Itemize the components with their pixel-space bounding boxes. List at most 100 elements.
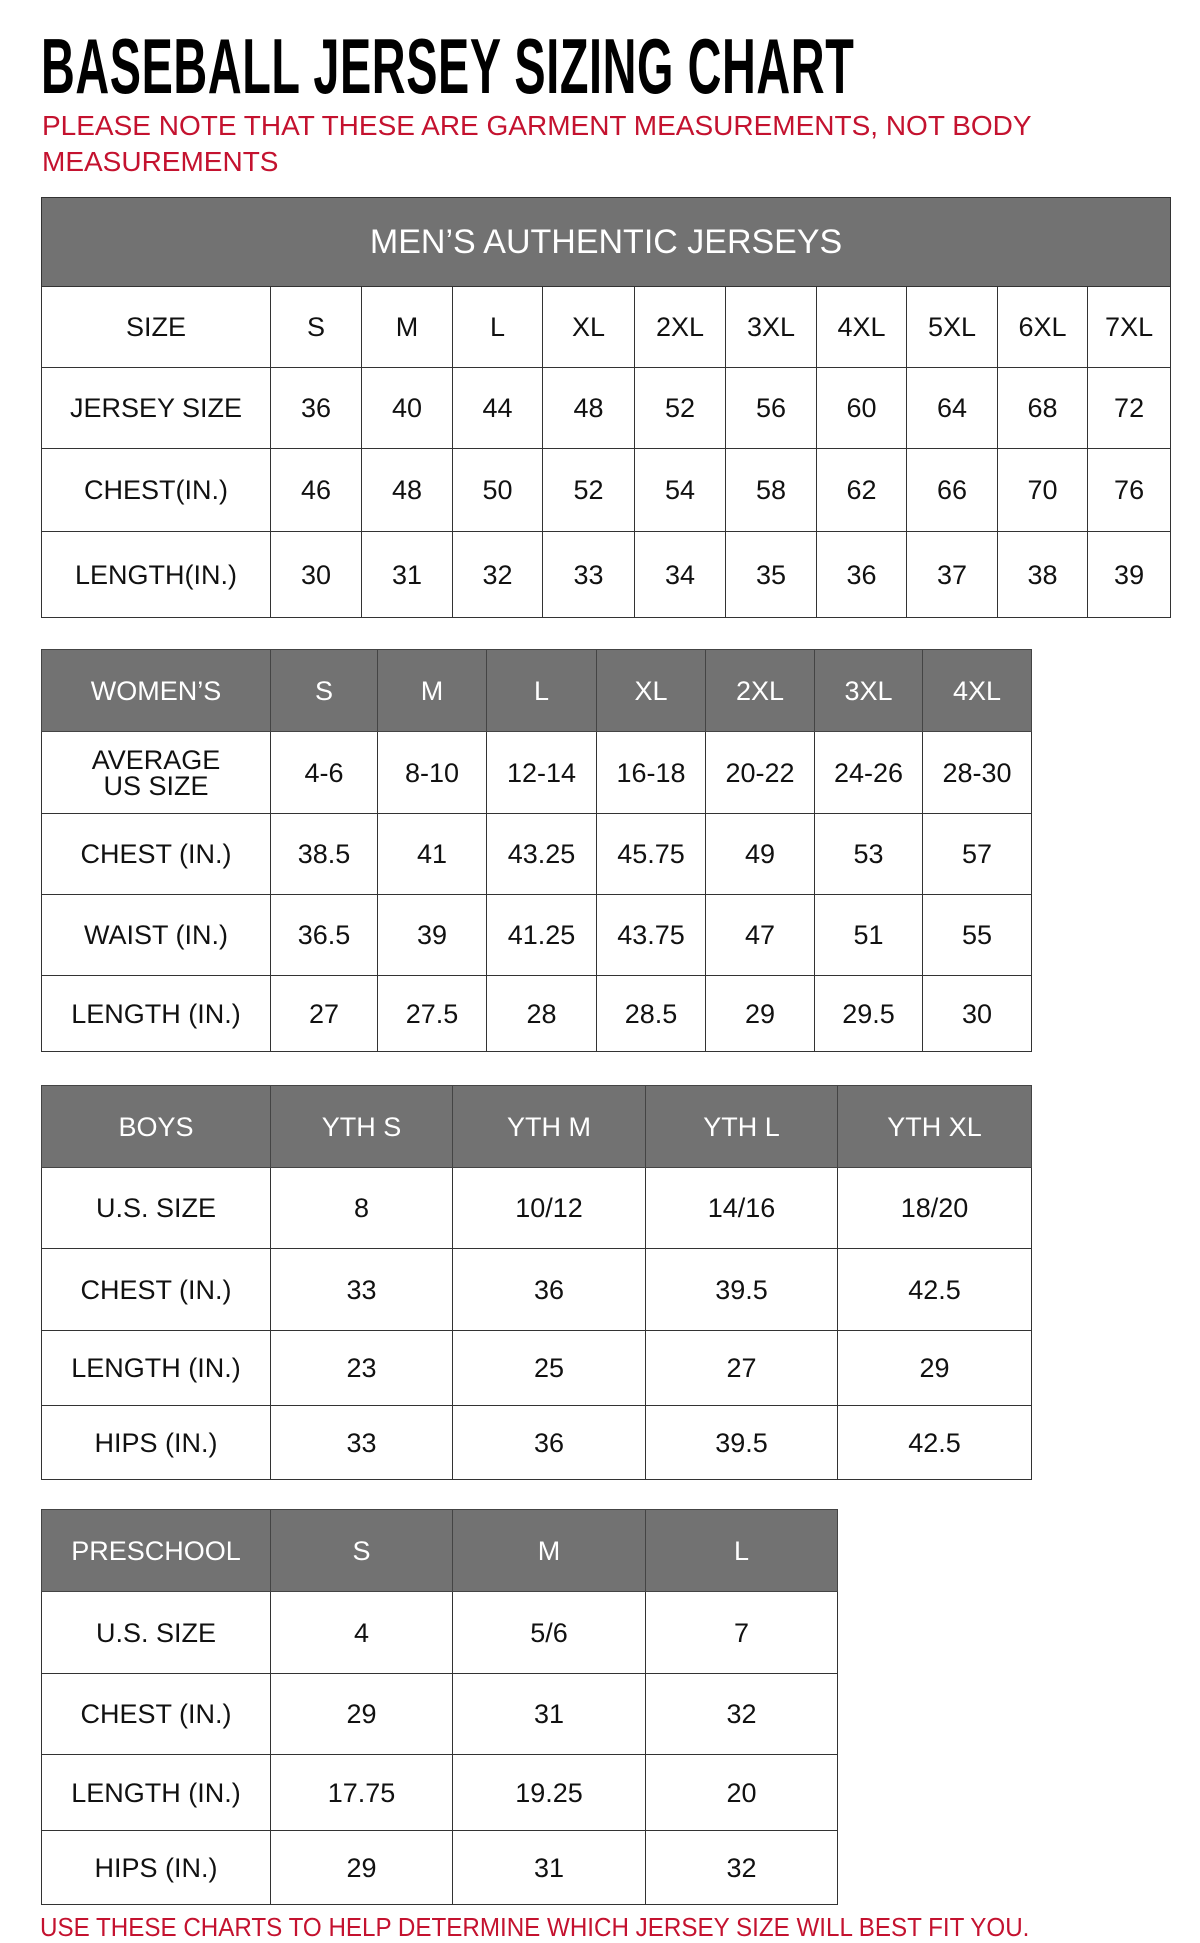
value-cell: 76 xyxy=(1086,448,1172,532)
value-cell: 27 xyxy=(645,1330,838,1406)
value-cell: 35 xyxy=(725,531,817,618)
value-cell: 19.25 xyxy=(452,1754,646,1831)
preschool-size-table: PRESCHOOL S M L U.S. SIZE 4 5/6 7 CHEST (IN.) 29 3… xyxy=(41,1509,838,1905)
value-cell: 53 xyxy=(814,813,923,895)
value-cell: 39 xyxy=(377,894,487,976)
value-cell: 31 xyxy=(452,1830,646,1905)
value-cell: 48 xyxy=(361,448,453,532)
value-cell: 33 xyxy=(270,1248,453,1331)
value-cell: 30 xyxy=(922,975,1032,1052)
value-cell: 66 xyxy=(906,448,998,532)
value-cell: 12-14 xyxy=(486,731,597,814)
size-header-cell: S xyxy=(270,649,378,732)
size-header-cell: L xyxy=(486,649,597,732)
value-cell: 47 xyxy=(705,894,815,976)
value-cell: 4-6 xyxy=(270,731,378,814)
value-cell: 41 xyxy=(377,813,487,895)
value-cell: 24-26 xyxy=(814,731,923,814)
size-header-cell: 3XL xyxy=(814,649,923,732)
header-label: SIZE xyxy=(41,286,271,368)
row-label: WAIST (IN.) xyxy=(41,894,271,976)
value-cell: 23 xyxy=(270,1330,453,1406)
table-row: LENGTH(IN.) 30 31 32 33 34 35 36 37 38 39 xyxy=(41,531,1172,618)
value-cell: 32 xyxy=(645,1830,838,1905)
header-row: SIZE S M L XL 2XL 3XL 4XL 5XL 6XL 7XL xyxy=(41,286,1172,368)
value-cell: 42.5 xyxy=(837,1405,1032,1480)
size-header-cell: 2XL xyxy=(705,649,815,732)
value-cell: 27.5 xyxy=(377,975,487,1052)
table-row: CHEST (IN.) 33 36 39.5 42.5 xyxy=(41,1248,1032,1331)
row-label: CHEST (IN.) xyxy=(41,813,271,895)
value-cell: 31 xyxy=(452,1673,646,1755)
row-label: HIPS (IN.) xyxy=(41,1830,271,1905)
value-cell: 72 xyxy=(1086,367,1172,449)
value-cell: 60 xyxy=(816,367,907,449)
value-cell: 43.25 xyxy=(486,813,597,895)
value-cell: 20 xyxy=(645,1754,838,1831)
row-label: LENGTH(IN.) xyxy=(41,531,271,618)
table-row: U.S. SIZE 4 5/6 7 xyxy=(41,1591,838,1674)
value-cell: 64 xyxy=(906,367,998,449)
table-row: HIPS (IN.) 29 31 32 xyxy=(41,1830,838,1905)
size-header-cell: L xyxy=(452,286,543,368)
value-cell: 18/20 xyxy=(837,1167,1032,1249)
table-row: LENGTH (IN.) 17.75 19.25 20 xyxy=(41,1754,838,1831)
value-cell: 58 xyxy=(725,448,817,532)
value-cell: 56 xyxy=(725,367,817,449)
value-cell: 29.5 xyxy=(814,975,923,1052)
size-header-cell: YTH M xyxy=(452,1085,646,1168)
page-title: BASEBALL JERSEY SIZING CHART xyxy=(41,22,855,110)
table-row: WAIST (IN.) 36.5 39 41.25 43.75 47 51 55 xyxy=(41,894,1032,976)
value-cell: 41.25 xyxy=(486,894,597,976)
value-cell: 30 xyxy=(270,531,362,618)
womens-size-table: WOMEN’S S M L XL 2XL 3XL 4XL AVERAGE US SIZE 4-6 8… xyxy=(41,649,1032,1052)
value-cell: 46 xyxy=(270,448,362,532)
value-cell: 70 xyxy=(997,448,1088,532)
value-cell: 38 xyxy=(997,531,1088,618)
value-cell: 51 xyxy=(814,894,923,976)
size-header-cell: M xyxy=(361,286,453,368)
value-cell: 7 xyxy=(645,1591,838,1674)
boys-size-table: BOYS YTH S YTH M YTH L YTH XL U.S. SIZE 8 10/12… xyxy=(41,1085,1032,1480)
table-row: CHEST (IN.) 29 31 32 xyxy=(41,1673,838,1755)
garment-note: PLEASE NOTE THAT THESE ARE GARMENT MEASU… xyxy=(42,110,1032,177)
value-cell: 55 xyxy=(922,894,1032,976)
size-header-cell: 3XL xyxy=(725,286,817,368)
row-label: LENGTH (IN.) xyxy=(41,1330,271,1406)
value-cell: 28-30 xyxy=(922,731,1032,814)
value-cell: 68 xyxy=(997,367,1088,449)
value-cell: 32 xyxy=(645,1673,838,1755)
value-cell: 25 xyxy=(452,1330,646,1406)
value-cell: 34 xyxy=(634,531,726,618)
value-cell: 45.75 xyxy=(596,813,706,895)
mens-size-table: MEN’S AUTHENTIC JERSEYS SIZE S M L XL 2XL 3XL 4X… xyxy=(40,197,1172,618)
value-cell: 27 xyxy=(270,975,378,1052)
value-cell: 8 xyxy=(270,1167,453,1249)
size-header-cell: S xyxy=(270,1509,453,1592)
row-label: HIPS (IN.) xyxy=(41,1405,271,1480)
table-row: LENGTH (IN.) 27 27.5 28 28.5 29 29.5 30 xyxy=(41,975,1032,1052)
size-header-cell: 7XL xyxy=(1086,286,1172,368)
size-header-cell: 4XL xyxy=(922,649,1032,732)
value-cell: 29 xyxy=(705,975,815,1052)
size-header-cell: 4XL xyxy=(816,286,907,368)
table-row: AVERAGE US SIZE 4-6 8-10 12-14 16-18 20-22 24-… xyxy=(41,731,1032,814)
size-header-cell: YTH L xyxy=(645,1085,838,1168)
value-cell: 10/12 xyxy=(452,1167,646,1249)
size-header-cell: L xyxy=(645,1509,838,1592)
value-cell: 14/16 xyxy=(645,1167,838,1249)
footer-note: USE THESE CHARTS TO HELP DETERMINE WHICH… xyxy=(40,1912,1030,1942)
row-label: U.S. SIZE xyxy=(41,1591,271,1674)
table-row: CHEST(IN.) 46 48 50 52 54 58 62 66 70 76 xyxy=(41,448,1172,532)
table-row: LENGTH (IN.) 23 25 27 29 xyxy=(41,1330,1032,1406)
row-label: LENGTH (IN.) xyxy=(41,1754,271,1831)
value-cell: 28 xyxy=(486,975,597,1052)
value-cell: 36 xyxy=(452,1248,646,1331)
value-cell: 39.5 xyxy=(645,1405,838,1480)
size-header-cell: YTH XL xyxy=(837,1085,1032,1168)
header-label: PRESCHOOL xyxy=(41,1509,271,1592)
table-banner: MEN’S AUTHENTIC JERSEYS xyxy=(40,197,1172,287)
header-row: PRESCHOOL S M L xyxy=(41,1509,838,1592)
value-cell: 28.5 xyxy=(596,975,706,1052)
header-row: BOYS YTH S YTH M YTH L YTH XL xyxy=(41,1085,1032,1168)
